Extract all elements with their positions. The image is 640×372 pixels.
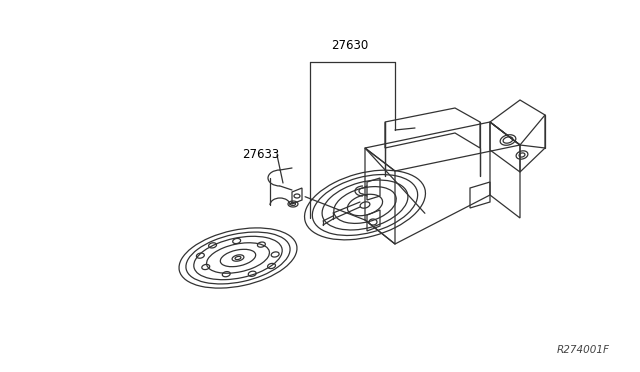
Text: 27633: 27633 <box>242 148 279 160</box>
Text: 27630: 27630 <box>332 39 369 52</box>
Text: R274001F: R274001F <box>557 345 610 355</box>
